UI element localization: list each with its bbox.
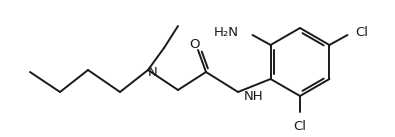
Text: Cl: Cl xyxy=(356,25,369,38)
Text: NH: NH xyxy=(244,91,263,103)
Text: N: N xyxy=(148,66,158,79)
Text: H₂N: H₂N xyxy=(214,25,239,38)
Text: Cl: Cl xyxy=(293,120,307,133)
Text: O: O xyxy=(190,38,200,51)
